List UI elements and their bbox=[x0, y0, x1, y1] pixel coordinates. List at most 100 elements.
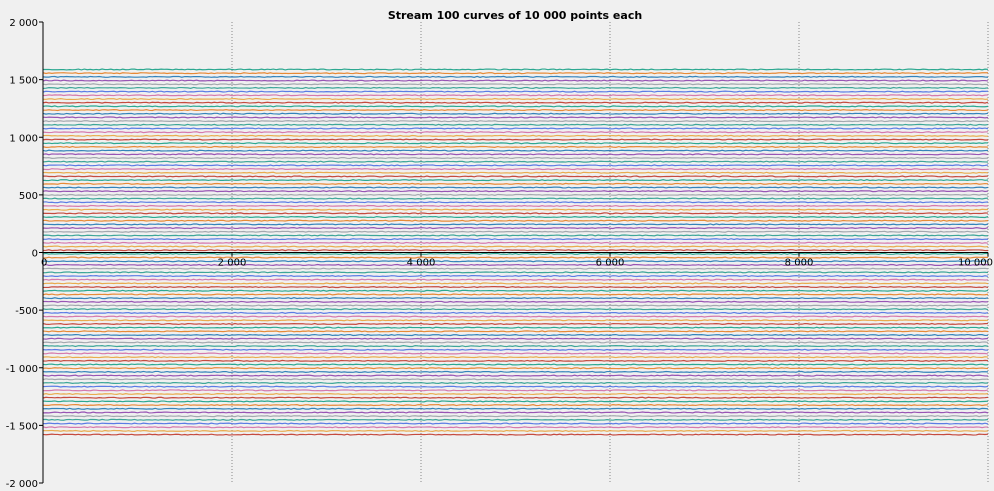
y-tick-label-8: -2 000 bbox=[6, 479, 38, 490]
y-tick-label-0: 2 000 bbox=[9, 18, 38, 29]
x-tick-label-3: 6 000 bbox=[596, 258, 625, 269]
x-tick-label-5: 10 000 bbox=[958, 258, 993, 269]
series-line-77 bbox=[42, 149, 989, 152]
series-line-36 bbox=[42, 300, 989, 303]
series-line-74 bbox=[42, 160, 989, 163]
chart-title: Stream 100 curves of 10 000 points each bbox=[388, 9, 642, 22]
series-line-20 bbox=[42, 359, 989, 362]
series-line-57 bbox=[42, 223, 989, 226]
series-line-38 bbox=[42, 293, 989, 296]
series-line-81 bbox=[42, 134, 988, 137]
series-line-46 bbox=[42, 263, 989, 267]
x-tick-label-4: 8 000 bbox=[785, 258, 814, 269]
series-line-43 bbox=[42, 274, 989, 278]
series-line-12 bbox=[42, 389, 989, 392]
grid-lines bbox=[231, 22, 989, 483]
series-line-23 bbox=[42, 348, 989, 351]
series-line-85 bbox=[42, 120, 989, 123]
series-line-51 bbox=[42, 245, 989, 248]
series-line-54 bbox=[42, 234, 989, 237]
series-line-73 bbox=[42, 164, 989, 167]
series-line-88 bbox=[42, 108, 989, 112]
series-line-79 bbox=[42, 142, 989, 145]
series-line-13 bbox=[42, 385, 989, 388]
series-line-39 bbox=[42, 289, 989, 292]
y-tick-label-6: -1 000 bbox=[6, 364, 38, 375]
series-line-1 bbox=[42, 429, 989, 432]
series-line-6 bbox=[42, 411, 989, 414]
series-line-80 bbox=[42, 138, 988, 141]
series-line-15 bbox=[42, 378, 989, 381]
series-line-72 bbox=[42, 167, 989, 171]
series-line-49 bbox=[42, 252, 989, 255]
series-line-22 bbox=[42, 352, 989, 355]
series-line-31 bbox=[42, 319, 989, 322]
series-line-44 bbox=[42, 271, 989, 274]
series-line-86 bbox=[42, 116, 989, 119]
series-line-3 bbox=[42, 422, 989, 425]
series-line-91 bbox=[42, 97, 989, 101]
series-line-92 bbox=[42, 94, 989, 97]
series-line-7 bbox=[42, 407, 989, 410]
x-tick-label-2: 4 000 bbox=[407, 258, 436, 269]
series-line-60 bbox=[42, 212, 989, 215]
series-line-40 bbox=[42, 285, 989, 289]
series-line-99 bbox=[42, 68, 989, 71]
series-line-63 bbox=[42, 201, 989, 204]
series-line-75 bbox=[42, 156, 989, 160]
y-tick-label-5: -500 bbox=[15, 306, 38, 317]
series-line-78 bbox=[42, 145, 989, 148]
series-line-56 bbox=[42, 227, 989, 230]
series-line-10 bbox=[42, 396, 989, 399]
series-line-71 bbox=[42, 171, 989, 174]
series-line-50 bbox=[42, 249, 989, 252]
series-line-47 bbox=[42, 260, 989, 263]
series-line-53 bbox=[42, 238, 989, 241]
series-line-48 bbox=[42, 256, 989, 259]
series-line-94 bbox=[42, 86, 989, 90]
series-line-25 bbox=[42, 341, 989, 344]
series-line-67 bbox=[42, 186, 989, 189]
series-line-19 bbox=[42, 363, 989, 366]
series-line-52 bbox=[42, 241, 989, 244]
series-line-16 bbox=[42, 374, 989, 377]
series-line-65 bbox=[42, 193, 989, 196]
series-line-42 bbox=[42, 278, 989, 281]
series-line-4 bbox=[42, 418, 989, 421]
series-line-37 bbox=[42, 297, 989, 300]
series-line-18 bbox=[42, 367, 989, 370]
series-line-17 bbox=[42, 370, 989, 373]
series-group bbox=[42, 68, 989, 436]
series-line-95 bbox=[42, 83, 989, 86]
series-line-55 bbox=[42, 230, 989, 233]
series-line-89 bbox=[42, 105, 989, 108]
series-line-33 bbox=[42, 311, 989, 314]
series-line-0 bbox=[42, 433, 989, 436]
x-tick-label-1: 2 000 bbox=[218, 258, 247, 269]
series-line-98 bbox=[42, 72, 988, 75]
series-line-34 bbox=[42, 308, 989, 311]
series-line-45 bbox=[42, 267, 989, 270]
y-tick-label-4: 0 bbox=[32, 249, 38, 260]
series-line-83 bbox=[42, 127, 989, 130]
series-line-61 bbox=[42, 208, 989, 211]
y-tick-label-3: 500 bbox=[19, 191, 38, 202]
series-line-93 bbox=[42, 90, 989, 93]
series-line-24 bbox=[42, 344, 989, 348]
series-line-9 bbox=[42, 400, 989, 403]
series-line-5 bbox=[42, 415, 989, 418]
series-line-97 bbox=[42, 75, 989, 78]
series-line-82 bbox=[42, 131, 989, 134]
series-line-32 bbox=[42, 315, 989, 318]
series-line-30 bbox=[42, 322, 989, 326]
series-line-26 bbox=[42, 337, 989, 340]
series-line-69 bbox=[42, 179, 989, 182]
axes: 2 000 1 500 1 000 500 0 -500 -1 000 -1 500 -2 00… bbox=[6, 18, 993, 490]
series-line-64 bbox=[42, 197, 989, 200]
x-tick-label-0: 0 bbox=[41, 258, 47, 269]
series-line-8 bbox=[42, 404, 989, 407]
series-line-28 bbox=[42, 330, 989, 333]
y-tick-label-1: 1 500 bbox=[9, 76, 38, 87]
